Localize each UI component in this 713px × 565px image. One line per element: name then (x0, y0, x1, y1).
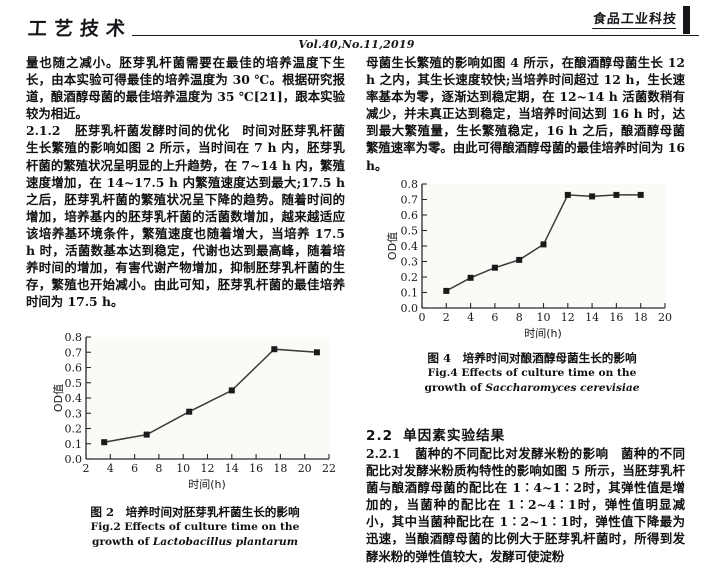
svg-text:2: 2 (443, 311, 450, 324)
svg-text:20: 20 (298, 462, 312, 475)
subsection-2-2-1-number: 2.2.1 (366, 446, 401, 461)
svg-text:0.6: 0.6 (401, 209, 419, 222)
section-2-2-title: 单因素实验结果 (403, 428, 506, 444)
section-title: 工艺技术 (27, 18, 133, 40)
figure-2-caption-cn: 图 2 培养时间对胚芽乳杆菌生长的影响 (90, 505, 300, 519)
figure-4-species-name: Saccharomyces cerevisiae (485, 382, 640, 394)
svg-text:8: 8 (516, 311, 523, 324)
header-rule (132, 35, 699, 36)
fig4-y-axis-label: OD值 (386, 232, 399, 260)
figure-2-caption-en-2: growth of Lactobacillus plantarum (50, 535, 340, 550)
fig2-data-points (101, 346, 320, 446)
subsection-title: 胚芽乳杆菌发酵时间的优化 (74, 123, 230, 139)
fig2-svg: 0.0 0.1 0.2 0.3 0.4 0.5 0.6 0.7 0.8 (52, 333, 337, 491)
svg-text:0.0: 0.0 (65, 453, 83, 466)
svg-text:12: 12 (561, 311, 575, 324)
fig4-y-ticks (422, 183, 427, 309)
svg-text:0.5: 0.5 (401, 225, 419, 238)
svg-text:0.4: 0.4 (401, 240, 419, 253)
svg-text:0.7: 0.7 (65, 346, 83, 359)
svg-text:0.6: 0.6 (65, 362, 83, 375)
svg-text:14: 14 (585, 311, 599, 324)
svg-text:0.1: 0.1 (401, 287, 419, 300)
fig2-y-ticklabels: 0.0 0.1 0.2 0.3 0.4 0.5 0.6 0.7 0.8 (65, 333, 83, 466)
svg-text:0.1: 0.1 (65, 438, 83, 451)
svg-text:12: 12 (201, 462, 215, 475)
fig2-plot-background (86, 337, 329, 459)
svg-text:18: 18 (634, 311, 648, 324)
right-paragraph-3: 2.2.1 菌种的不同配比对发酵米粉的影响 菌种的不同配比对发酵米粉质构特性的影响如… (366, 445, 685, 565)
fig2-x-axis-label: 时间(h) (188, 478, 226, 491)
left-column: 量也随之减小。胚芽乳杆菌需要在最佳的培养温度下生长，由本实验可得最佳的培养温度为… (26, 54, 345, 310)
fig2-x-ticklabels: 2 4 6 8 10 12 14 16 18 20 22 (83, 462, 337, 475)
page-header: 工艺技术 食品工业科技 Vol.40,No.11,2019 (0, 0, 713, 51)
figure-4-caption-en-2-prefix: growth of (424, 382, 486, 394)
svg-text:16: 16 (609, 311, 623, 324)
left-paragraph-1: 量也随之减小。胚芽乳杆菌需要在最佳的培养温度下生长，由本实验可得最佳的培养温度为… (26, 55, 345, 122)
header-black-bar (683, 6, 690, 34)
fig2-data-line (104, 348, 317, 443)
figure-4-caption-en-1: Fig.4 Effects of culture time on the (427, 367, 637, 379)
fig4-data-points (443, 191, 644, 294)
figure-2-caption: 图 2 培养时间对胚芽乳杆菌生长的影响 Fig.2 Effects of cul… (50, 505, 340, 550)
section-2-2-heading: 2.2 单因素实验结果 (366, 424, 685, 444)
svg-text:0.8: 0.8 (65, 333, 83, 344)
figure-2-species-name: Lactobacillus plantarum (152, 536, 298, 548)
left-paragraph-2: 2.1.2 胚芽乳杆菌发酵时间的优化 时间对胚芽乳杆菌生长繁殖的影响如图 2 所示，… (26, 122, 345, 310)
subsection-body: 时间对胚芽乳杆菌生长繁殖的影响如图 2 所示，当时间在 7 h 内，胚芽乳杆菌的… (26, 123, 346, 310)
right-paragraph-1: 母菌生长繁殖的影响如图 4 所示，在酿酒醇母菌生长 12 h 之内，其生长速度较… (366, 55, 685, 173)
fig4-y-ticklabels: 0.0 0.1 0.2 0.3 0.4 0.5 0.6 0.7 0.8 (401, 178, 419, 315)
svg-text:0: 0 (419, 311, 426, 324)
figure-2-chart: 0.0 0.1 0.2 0.3 0.4 0.5 0.6 0.7 0.8 (50, 333, 340, 503)
fig4-x-axis-label: 时间(h) (524, 327, 562, 340)
svg-text:4: 4 (107, 462, 114, 475)
svg-text:18: 18 (273, 462, 287, 475)
svg-text:4: 4 (467, 311, 474, 324)
volume-issue-line: Vol.40,No.11,2019 (298, 38, 415, 51)
figure-4-caption: 图 4 培养时间对酿酒醇母菌生长的影响 Fig.4 Effects of cul… (382, 351, 682, 396)
fig2-y-axis-label: OD值 (52, 384, 65, 412)
svg-text:0.2: 0.2 (401, 271, 419, 284)
fig4-svg: 0.0 0.1 0.2 0.3 0.4 0.5 0.6 0.7 0.8 (386, 178, 673, 340)
figure-4-caption-cn: 图 4 培养时间对酿酒醇母菌生长的影响 (427, 351, 637, 365)
svg-text:0.2: 0.2 (65, 423, 83, 436)
figure-4-caption-en-2: growth of Saccharomyces cerevisiae (382, 381, 682, 396)
figure-2-caption-en-1: Fig.2 Effects of culture time on the (90, 521, 300, 533)
figure-2-caption-en-2-prefix: growth of (92, 536, 153, 548)
figure-2: 0.0 0.1 0.2 0.3 0.4 0.5 0.6 0.7 0.8 (50, 333, 340, 550)
svg-text:0.8: 0.8 (401, 178, 419, 191)
svg-text:20: 20 (658, 311, 672, 324)
fig2-x-ticks (85, 454, 330, 459)
figure-4-chart: 0.0 0.1 0.2 0.3 0.4 0.5 0.6 0.7 0.8 (382, 178, 682, 350)
svg-text:10: 10 (176, 462, 190, 475)
section-2-2-number: 2.2 (366, 428, 394, 444)
right-column: 母菌生长繁殖的影响如图 4 所示，在酿酒醇母菌生长 12 h 之内，其生长速度较… (366, 54, 685, 174)
svg-text:16: 16 (249, 462, 263, 475)
fig2-y-ticks (86, 336, 91, 460)
svg-text:6: 6 (131, 462, 138, 475)
subsection-number: 2.1.2 (26, 123, 61, 139)
svg-text:0.3: 0.3 (401, 256, 419, 269)
subsection-2-2-1-body: 菌种的不同配比对发酵米粉质构特性的影响如图 5 所示，当胚芽乳杆菌与酿酒醇母菌的… (366, 446, 686, 564)
svg-text:14: 14 (225, 462, 239, 475)
subsection-2-2-1-title: 菌种的不同配比对发酵米粉的影响 (414, 446, 609, 461)
svg-text:6: 6 (491, 311, 498, 324)
svg-text:2: 2 (83, 462, 90, 475)
svg-text:0.5: 0.5 (65, 377, 83, 390)
journal-name: 食品工业科技 (592, 8, 678, 29)
svg-text:10: 10 (537, 311, 551, 324)
svg-text:0.7: 0.7 (401, 194, 419, 207)
svg-text:0.3: 0.3 (65, 407, 83, 420)
svg-text:0.4: 0.4 (65, 392, 83, 405)
svg-text:8: 8 (155, 462, 162, 475)
fig4-x-ticklabels: 0 2 4 6 8 10 12 14 16 18 20 (419, 311, 673, 324)
figure-4: 0.0 0.1 0.2 0.3 0.4 0.5 0.6 0.7 0.8 (382, 178, 682, 396)
svg-text:22: 22 (322, 462, 336, 475)
right-column-lower: 2.2 单因素实验结果 2.2.1 菌种的不同配比对发酵米粉的影响 菌种的不同配比对发… (366, 422, 685, 565)
fig4-x-ticks (421, 303, 666, 308)
svg-text:0.0: 0.0 (401, 302, 419, 315)
